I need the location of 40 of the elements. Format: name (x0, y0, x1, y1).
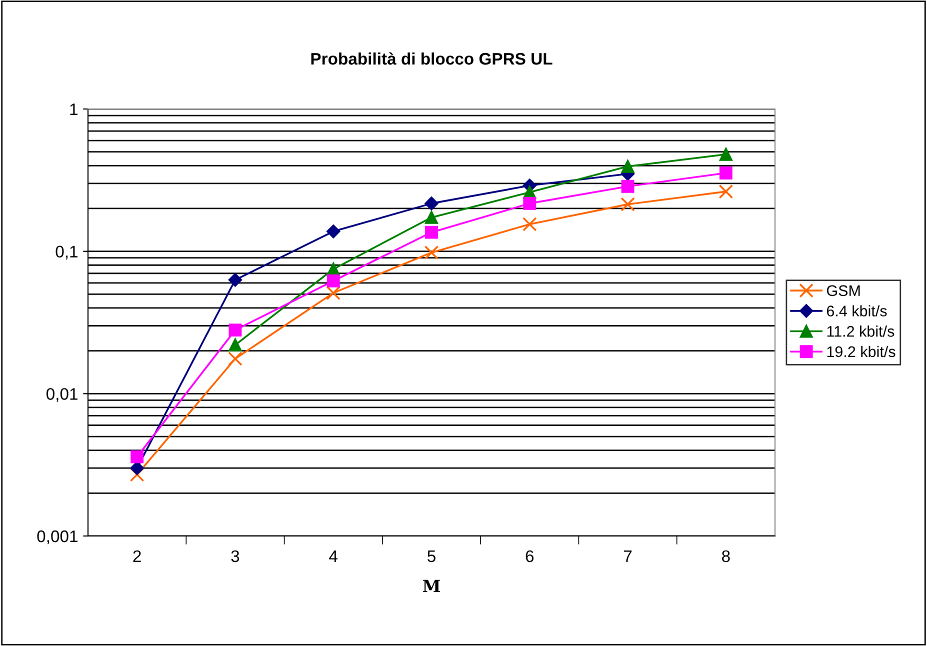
legend-label: GSM (826, 285, 860, 296)
point (326, 274, 340, 288)
x-tick-label: 6 (526, 550, 534, 562)
point (620, 197, 635, 212)
point (130, 467, 144, 482)
point (130, 450, 144, 464)
point (228, 338, 242, 352)
x-axis-title: M (422, 580, 440, 592)
y-tick-label: 0,01 (46, 388, 78, 402)
point (425, 226, 438, 239)
point (228, 273, 242, 287)
x-tick-label: 2 (133, 550, 141, 562)
legend-label: 6.4 kbit/s (826, 305, 887, 316)
x-tick-label: 8 (722, 550, 730, 562)
point (523, 196, 536, 210)
legend-label: 19.2 kbit/s (827, 346, 896, 358)
point (522, 217, 537, 232)
x-tick-label: 4 (329, 550, 338, 562)
point (228, 324, 242, 336)
point (425, 210, 438, 224)
point (326, 262, 340, 276)
point (719, 148, 732, 161)
y-tick-label: 0,1 (56, 246, 78, 260)
legend-label: 11.2 kbit/s (827, 326, 894, 337)
point (130, 461, 144, 475)
y-tick-label: 0,001 (37, 530, 78, 544)
point (621, 180, 634, 193)
point (424, 245, 439, 260)
point (718, 184, 734, 199)
chart-title: Probabilità di blocco GPRS UL (311, 52, 552, 65)
point (719, 166, 732, 180)
x-tick-label: 5 (428, 550, 436, 562)
point (326, 286, 341, 300)
point (326, 224, 340, 238)
x-tick-label: 3 (231, 550, 240, 562)
point (228, 352, 242, 366)
point (621, 160, 634, 173)
x-tick-label: 7 (624, 550, 632, 562)
point (424, 196, 438, 210)
y-tick-label: 1 (70, 104, 78, 116)
